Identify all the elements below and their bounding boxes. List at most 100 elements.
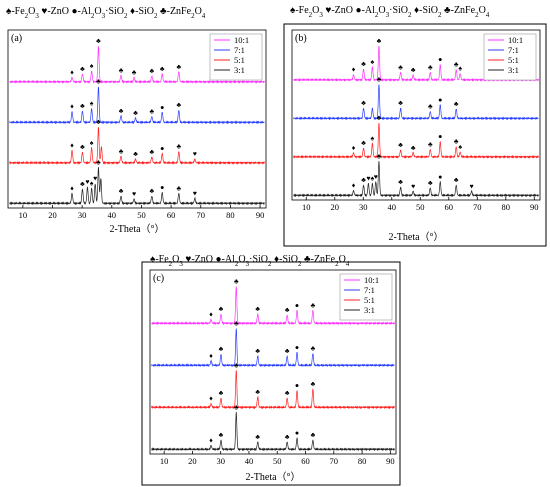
legend-label: ·SiO [389,5,408,16]
peak-marker: ♣ [285,347,290,355]
peak-marker: ♦ [70,103,74,111]
legend-subscript: 2 [154,12,158,20]
x-tick-label: 80 [226,210,235,220]
x-tick-label: 10 [19,210,28,220]
legend-label: -Al [222,254,236,265]
peak-marker: ♠ [371,134,375,142]
x-tick-label: 30 [359,202,368,212]
legend-label: O [339,254,346,265]
x-tick-label: 40 [245,456,254,466]
panel-label: (b) [295,33,307,44]
legend-symbol-4: ♣ [302,254,312,265]
peak-marker: ● [160,184,164,192]
series-line-5-1 [293,122,539,159]
series-line-7-1 [293,84,539,121]
legend-subscript: 3 [386,11,390,19]
legend-subscript: 4 [486,11,490,19]
legend-subscript: 2 [169,260,173,268]
peak-marker: ♠ [90,62,94,70]
legend-label: ·SiO [105,6,124,17]
peak-marker: ● [438,56,442,64]
peak-marker: ♠ [90,100,94,108]
peak-marker: ♣ [454,100,459,108]
legend-label: -ZnFe [451,5,476,16]
x-tick-label: 90 [386,456,395,466]
legend-symbol-0: ♠ [290,5,296,16]
x-tick-label: 50 [273,456,282,466]
peak-marker: ♣ [428,140,433,148]
peak-marker: ♣ [119,107,124,115]
peak-marker: ♣ [96,118,101,126]
peak-marker: ♣ [454,176,459,184]
legend-subscript: 2 [235,260,239,268]
peak-marker: ♣ [133,150,138,158]
legend-entry: 10:1 [364,275,379,285]
legend-subscript: 2 [408,11,412,19]
panel-frame [283,23,547,247]
x-tick-label: 60 [301,456,310,466]
x-tick-label: 30 [216,456,225,466]
peak-marker: ♣ [80,65,85,73]
peak-marker: ● [295,301,299,309]
peak-marker: ♣ [80,102,85,110]
peak-marker: ● [295,343,299,351]
x-tick-label: 60 [167,210,176,220]
legend-label: O [28,6,35,17]
plot-area [7,29,267,209]
legend-subscript: 2 [335,260,339,268]
peak-marker: ♣ [411,144,416,152]
series-line-7-1 [151,328,395,368]
peak-marker: ♣ [133,109,138,117]
peak-marker: ♥ [93,175,97,183]
x-tick-label: 80 [358,456,367,466]
legend-symbol-3: ♦ [412,5,420,16]
x-tick-label: 50 [137,210,146,220]
panel-a: ♠-Fe2O3 ♥-ZnO ●-Al2O3·SiO2 ♦-SiO2 ♣-ZnFe… [6,6,267,235]
peak-marker: ♣ [377,114,382,122]
legend-symbol-2: ● [69,6,78,17]
series-legend [483,33,537,81]
x-tick-label: 20 [331,202,340,212]
peak-marker: ♠ [90,139,94,147]
peak-marker: ♣ [285,306,290,314]
x-tick-label: 20 [48,210,57,220]
peak-marker: ♣ [377,37,382,45]
peak-marker: ♣ [454,138,459,146]
legend-entry: 5:1 [508,55,519,65]
x-axis-label: 2-Theta（°） [245,471,300,483]
series-line-3-1 [9,167,265,206]
legend-line: ♠-Fe2O3 ♥-ZnO ●-Al2O3·SiO2 ♦-SiO2 ♣-ZnFe… [290,5,490,19]
peak-marker: ♣ [234,403,239,411]
legend-subscript: 4 [346,260,350,268]
peak-marker: ♣ [398,99,403,107]
legend-line: ♠-Fe2O3 ♥-ZnO ●-Al2O3·SiO2 ♦-SiO2 ♣-ZnFe… [6,6,206,20]
x-tick-label: 90 [256,210,265,220]
panel-c: ♠-Fe2O3 ♥-ZnO ●-Al2O3·SiO2 ♦-SiO2 ♣-ZnFe… [141,254,401,486]
x-tick-label: 40 [108,210,117,220]
legend-symbol-2: ● [353,5,362,16]
peak-marker: ♣ [234,277,239,285]
legend-subscript: 2 [25,12,29,20]
peak-marker: ♣ [96,37,101,45]
legend-subscript: 2 [438,11,442,19]
legend-subscript: 2 [191,12,195,20]
peak-marker: ♦ [70,184,74,192]
peak-marker: ♦ [209,311,213,319]
legend-label: -SiO [135,6,154,17]
peak-marker: ♠ [458,143,462,151]
peak-marker: ♥ [132,190,136,198]
legend-subscript: 2 [375,11,379,19]
legend-subscript: 3 [102,12,106,20]
peak-marker: ♣ [398,141,403,149]
legend-entry: 7:1 [234,45,245,55]
legend-subscript: 2 [475,11,479,19]
x-tick-label: 50 [416,202,425,212]
series-legend [339,273,393,321]
x-tick-label: 30 [78,210,87,220]
x-tick-label: 70 [330,456,339,466]
peak-marker: ♣ [311,301,316,309]
legend-symbol-1: ♥ [39,6,48,17]
peak-marker: ♣ [311,380,316,388]
legend-subscript: 3 [35,12,39,20]
